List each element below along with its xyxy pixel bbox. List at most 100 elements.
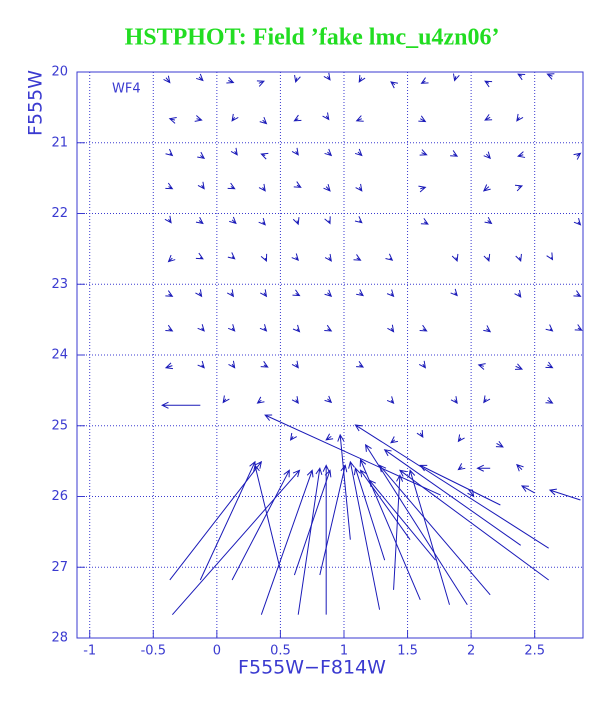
vector-arrow [483, 253, 491, 262]
vector-arrow [322, 112, 330, 121]
vector-arrow [386, 289, 395, 298]
vector-arrow [476, 464, 491, 472]
x-tick-label: 0.5 [270, 644, 291, 659]
vector-arrow [356, 361, 365, 368]
vector-arrow [514, 363, 524, 370]
vector-arrow [546, 252, 554, 261]
vector-arrow [195, 216, 204, 225]
vector-arrow [353, 254, 362, 261]
vector-arrow [420, 77, 429, 84]
y-tick-label: 27 [51, 560, 68, 575]
y-tick-label: 21 [51, 135, 68, 150]
vector-arrow [416, 430, 424, 439]
vector-arrow [258, 217, 266, 226]
vector-arrow [451, 253, 459, 262]
vector-arrow [196, 73, 204, 82]
vector-arrow [477, 363, 486, 370]
vector-arrow [292, 217, 300, 226]
vector-arrow [293, 181, 302, 188]
vector-arrow [169, 460, 263, 581]
plot-frame [76, 71, 584, 639]
vector-arrow [420, 218, 429, 225]
vector-arrow [418, 115, 427, 123]
vector-arrow [324, 289, 333, 298]
vector-arrow [227, 324, 236, 332]
vector-arrow [517, 151, 526, 158]
vector-arrow [293, 114, 302, 122]
vector-arrow [324, 395, 333, 404]
vector-arrow [324, 253, 332, 262]
vector-arrow [495, 440, 504, 448]
vector-arrow [514, 184, 524, 192]
vector-arrow [356, 289, 364, 297]
vector-arrow [197, 151, 206, 160]
vector-arrow [385, 253, 394, 261]
vector-arrow [289, 432, 297, 441]
vector-arrow [319, 464, 348, 576]
vector-arrow [229, 216, 237, 225]
vector-arrow [483, 325, 492, 333]
vector-arrow [355, 115, 364, 122]
vector-arrow [297, 467, 323, 615]
vector-arrow [259, 324, 268, 332]
vector-arrow [378, 464, 491, 596]
vector-arrow [227, 252, 236, 260]
vector-arrow [171, 469, 301, 615]
vector-arrow [573, 217, 582, 226]
vector-arrow [167, 254, 176, 263]
vector-arrow [161, 401, 201, 409]
y-tick-label: 22 [51, 206, 68, 221]
x-tick-label: 0 [213, 644, 221, 659]
vector-arrow [484, 80, 493, 88]
vector-arrow [226, 77, 235, 84]
vector-arrow [197, 181, 205, 190]
vector-arrow [452, 73, 460, 82]
vector-arrow [165, 182, 174, 190]
vector-arrow [195, 289, 203, 298]
vector-arrow [324, 216, 331, 225]
vector-arrow [573, 290, 582, 297]
vector-arrow [574, 324, 583, 331]
vector-arrow [226, 289, 235, 298]
vector-arrow [353, 467, 386, 561]
vector-arrow [450, 396, 458, 405]
vector-arrow [260, 361, 269, 368]
vector-arrow [545, 397, 554, 404]
vector-arrow [517, 73, 526, 81]
vector-arrow [264, 414, 441, 496]
vector-arrow [545, 361, 554, 369]
vector-arrow [230, 147, 238, 156]
vector-arrow [256, 396, 265, 404]
vector-arrow [393, 474, 404, 590]
annotation: WF4 [112, 82, 141, 97]
vector-arrow [516, 463, 524, 472]
vector-arrow [354, 148, 363, 157]
vector-arrow [546, 73, 555, 80]
vector-arrow [483, 395, 491, 404]
vector-arrow [457, 434, 465, 443]
vector-arrow [324, 148, 333, 157]
vector-arrow [354, 424, 549, 549]
vector-arrow [291, 396, 299, 405]
vector-arrow [515, 253, 522, 262]
y-tick-label: 24 [51, 348, 68, 363]
vector-arrow [258, 183, 266, 192]
vector-arrow [325, 433, 334, 441]
vector-arrow [516, 113, 524, 122]
vector-arrow [548, 488, 581, 501]
x-tick-label: 1 [340, 644, 348, 659]
vector-arrow [222, 395, 230, 404]
chart-title: HSTPHOT: Field ’fake lmc_u4zn06’ [125, 25, 500, 51]
vector-arrow [383, 449, 521, 546]
x-tick-label: -0.5 [141, 644, 166, 659]
vector-arrow [165, 148, 174, 157]
vector-arrow [164, 362, 174, 370]
vector-arrow [390, 81, 398, 89]
vector-arrow [291, 360, 299, 369]
vector-arrow [483, 151, 491, 160]
vector-arrow [450, 150, 459, 157]
vector-arrow [390, 436, 398, 444]
vector-arrow [163, 75, 171, 84]
vector-arrow [355, 183, 363, 192]
vector-arrow [348, 460, 381, 610]
